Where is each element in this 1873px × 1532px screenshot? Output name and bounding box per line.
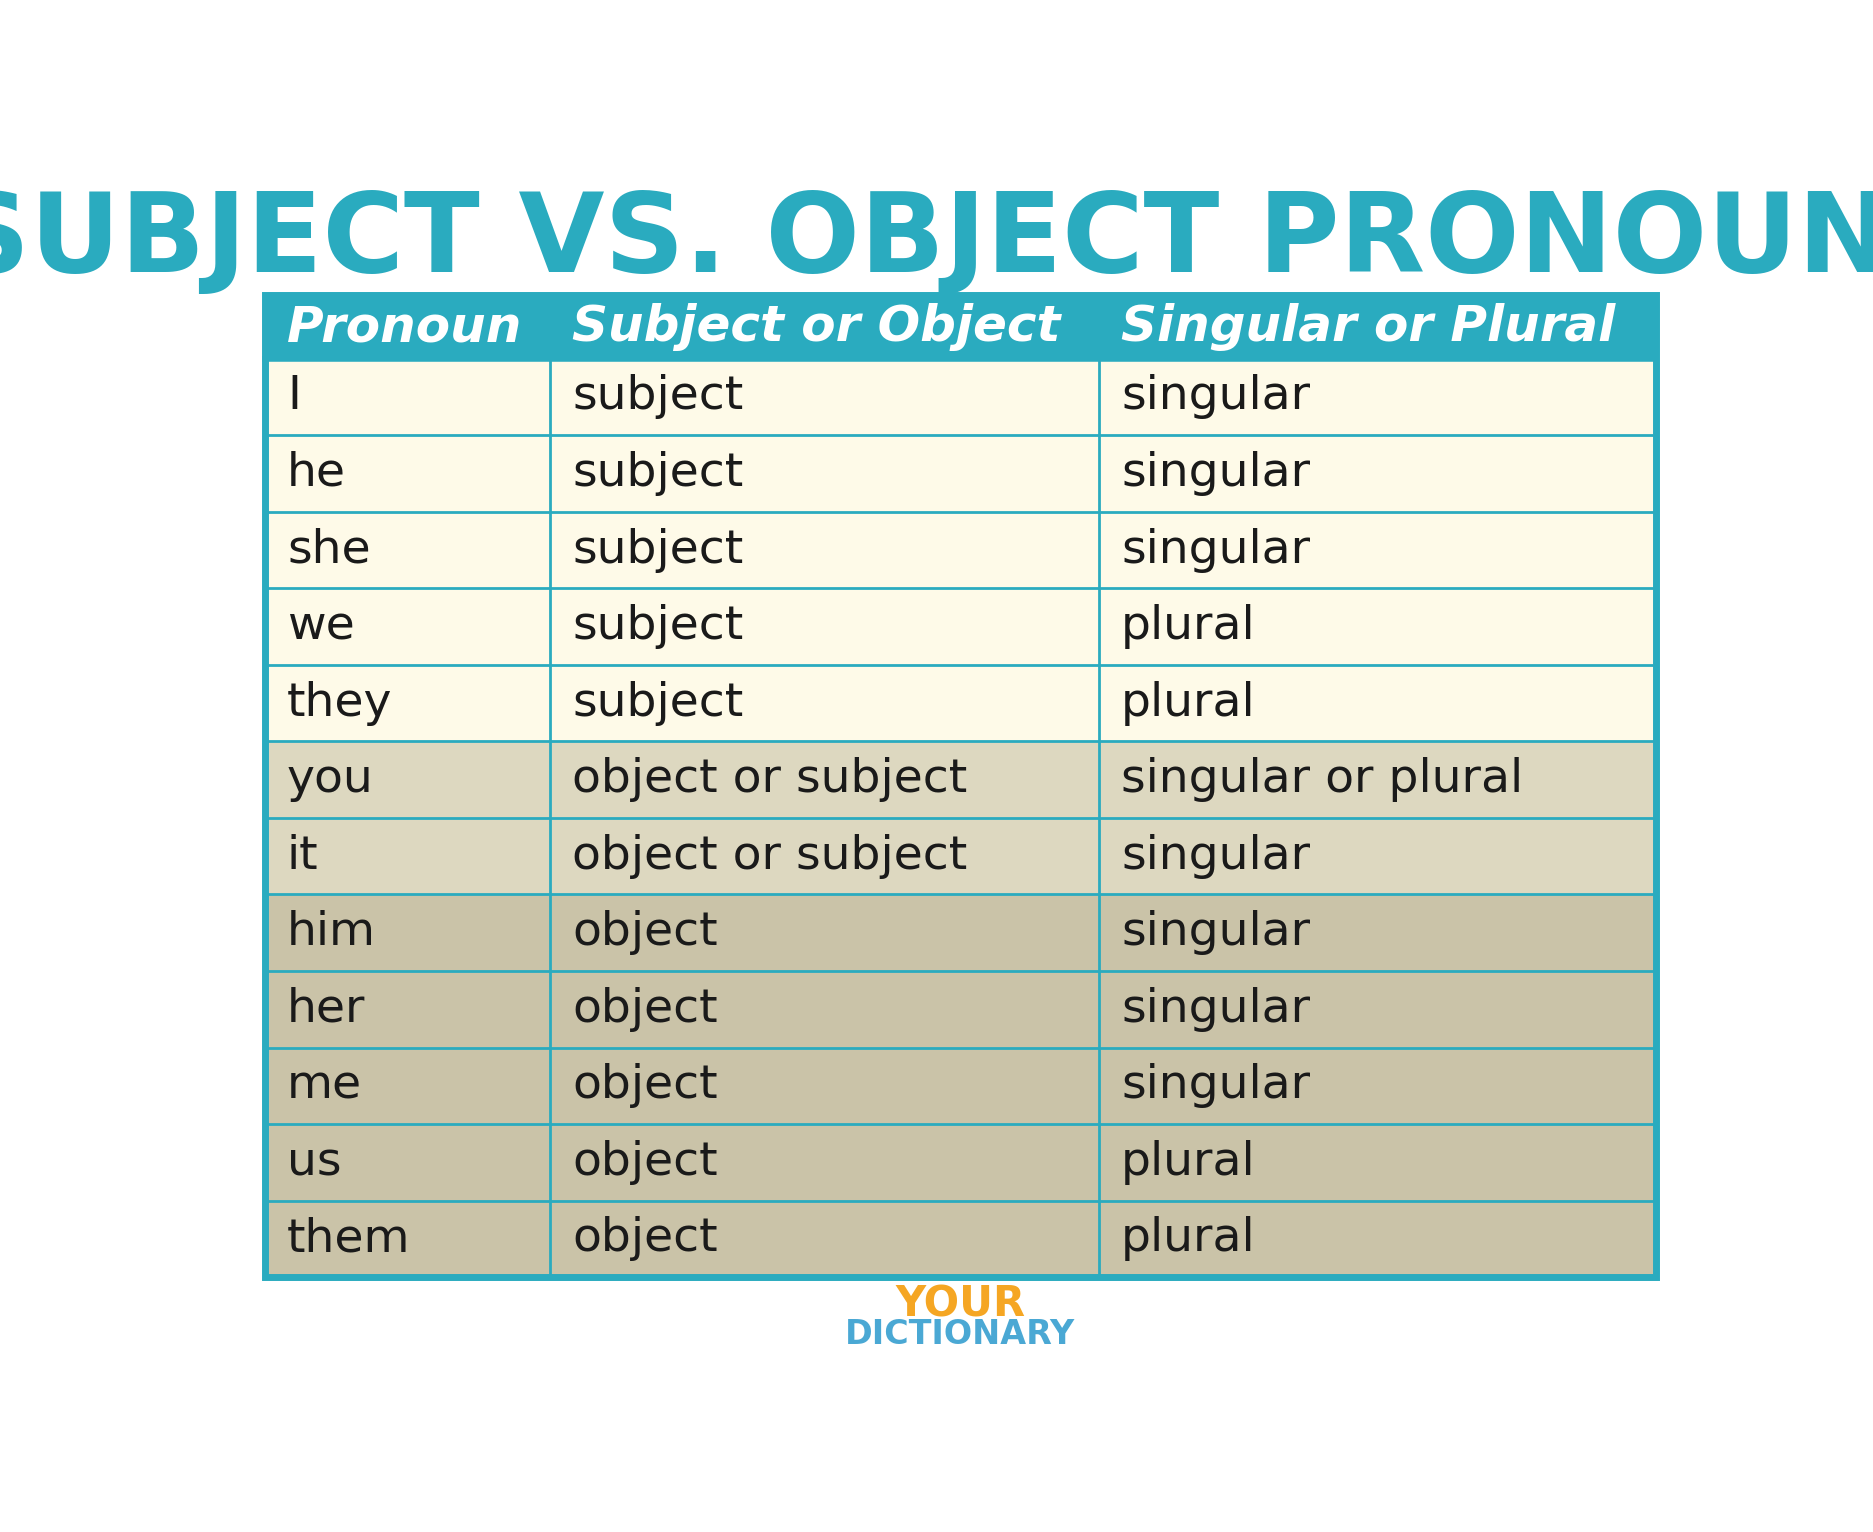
- Text: Pronoun: Pronoun: [287, 303, 523, 351]
- Bar: [266, 435, 1654, 512]
- Text: object: object: [571, 1216, 717, 1261]
- Text: SUBJECT VS. OBJECT PRONOUNS: SUBJECT VS. OBJECT PRONOUNS: [0, 188, 1873, 296]
- Text: singular: singular: [1120, 1063, 1309, 1108]
- Text: plural: plural: [1120, 1140, 1255, 1184]
- Text: object or subject: object or subject: [571, 757, 966, 803]
- Text: Subject or Object: Subject or Object: [571, 303, 1060, 351]
- Bar: [266, 1124, 1654, 1201]
- Text: them: them: [287, 1216, 410, 1261]
- Text: singular: singular: [1120, 527, 1309, 573]
- Bar: [266, 1048, 1654, 1124]
- Bar: [266, 971, 1654, 1048]
- Text: plural: plural: [1120, 680, 1255, 726]
- Text: YOUR: YOUR: [895, 1284, 1025, 1325]
- Text: me: me: [287, 1063, 361, 1108]
- Text: singular or plural: singular or plural: [1120, 757, 1523, 803]
- Bar: [266, 296, 1654, 358]
- Text: object: object: [571, 1063, 717, 1108]
- Text: you: you: [287, 757, 373, 803]
- Bar: [266, 588, 1654, 665]
- Text: singular: singular: [1120, 833, 1309, 879]
- Text: subject: subject: [571, 604, 744, 650]
- Bar: [266, 665, 1654, 741]
- Text: I: I: [287, 374, 302, 420]
- Text: she: she: [287, 527, 371, 573]
- Text: DICTIONARY: DICTIONARY: [845, 1319, 1075, 1351]
- Bar: [266, 358, 1654, 435]
- Text: subject: subject: [571, 450, 744, 496]
- Text: it: it: [287, 833, 318, 879]
- Text: us: us: [287, 1140, 341, 1184]
- Text: we: we: [287, 604, 354, 650]
- Text: object: object: [571, 910, 717, 956]
- Text: plural: plural: [1120, 1216, 1255, 1261]
- Text: object or subject: object or subject: [571, 833, 966, 879]
- Bar: [266, 1201, 1654, 1278]
- Bar: [266, 895, 1654, 971]
- Text: they: they: [287, 680, 391, 726]
- Bar: [266, 818, 1654, 895]
- Text: subject: subject: [571, 527, 744, 573]
- Text: singular: singular: [1120, 374, 1309, 420]
- Text: object: object: [571, 1140, 717, 1184]
- Bar: [266, 296, 1654, 1278]
- Text: singular: singular: [1120, 910, 1309, 956]
- Text: he: he: [287, 450, 347, 496]
- Text: him: him: [287, 910, 376, 956]
- Text: Singular or Plural: Singular or Plural: [1120, 303, 1615, 351]
- Text: singular: singular: [1120, 450, 1309, 496]
- Text: object: object: [571, 987, 717, 1033]
- Text: subject: subject: [571, 374, 744, 420]
- Bar: [266, 512, 1654, 588]
- Text: her: her: [287, 987, 365, 1033]
- Bar: [266, 741, 1654, 818]
- Text: singular: singular: [1120, 987, 1309, 1033]
- Text: subject: subject: [571, 680, 744, 726]
- Text: plural: plural: [1120, 604, 1255, 650]
